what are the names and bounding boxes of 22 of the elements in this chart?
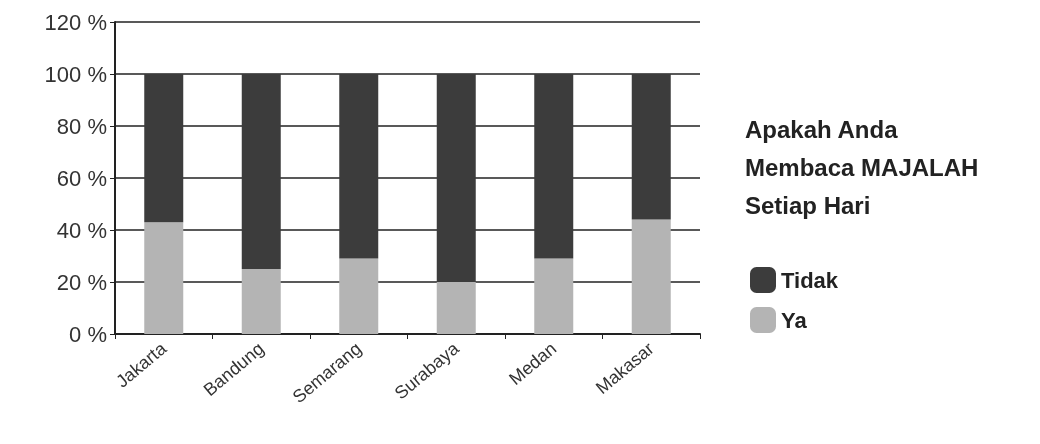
y-tick-label: 120 % <box>44 9 107 35</box>
y-tick-label: 0 % <box>69 321 107 347</box>
bar <box>144 222 184 334</box>
y-tick-label: 100 % <box>44 61 107 87</box>
bar <box>436 74 476 282</box>
bar <box>144 74 184 223</box>
bar <box>534 74 574 259</box>
legend-label: Ya <box>781 307 808 333</box>
y-tick-label: 60 % <box>56 165 107 191</box>
bar <box>631 219 671 334</box>
y-tick-label: 20 % <box>56 269 107 295</box>
bar <box>631 74 671 220</box>
y-tick-label: 80 % <box>56 113 107 139</box>
y-tick-label: 40 % <box>56 217 107 243</box>
bar <box>339 258 379 334</box>
bar <box>339 74 379 259</box>
legend-label: Tidak <box>781 267 839 293</box>
bar <box>241 269 281 334</box>
bar <box>241 74 281 269</box>
bar <box>436 282 476 334</box>
bar <box>534 258 574 334</box>
legend-title: Apakah Anda Membaca MAJALAH Setiap Hari <box>745 115 979 219</box>
